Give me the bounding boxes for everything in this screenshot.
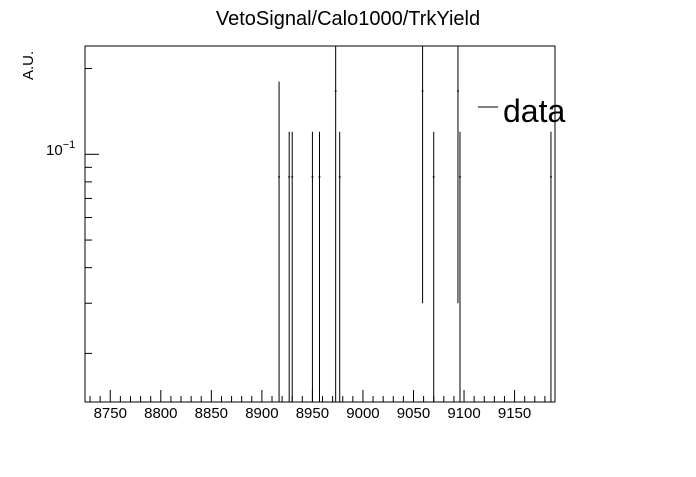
data-point (318, 131, 321, 402)
x-axis-tick-labels: 8750 8800 8850 8900 8950 9000 9050 9100 9150 (94, 405, 532, 422)
legend-label: data (503, 93, 565, 129)
y-axis-label: A.U. (20, 51, 37, 80)
data-point (549, 131, 552, 402)
x-tick-label: 8850 (195, 405, 228, 422)
x-tick-label: 8750 (94, 405, 127, 422)
x-tick-label: 9100 (447, 405, 480, 422)
data-point (291, 131, 294, 402)
data-point (458, 131, 461, 402)
x-tick-label: 8950 (296, 405, 329, 422)
x-tick-label: 8900 (245, 405, 278, 422)
data-point (278, 81, 281, 402)
chart-title: VetoSignal/Calo1000/TrkYield (216, 8, 480, 30)
x-tick-label: 9150 (498, 405, 531, 422)
data-point (432, 131, 435, 402)
y-tick-base: 10 (46, 142, 63, 159)
y-axis-tick-label: 10−1 (46, 139, 75, 159)
y-tick-exponent: −1 (63, 139, 76, 151)
data-point (421, 46, 424, 304)
data-point (334, 46, 337, 402)
data-point (288, 131, 291, 402)
data-point (456, 46, 459, 304)
x-tick-label: 9000 (346, 405, 379, 422)
legend: data (478, 93, 565, 129)
x-axis-ticks (89, 390, 556, 402)
plot-frame (84, 45, 556, 403)
x-tick-label: 9050 (397, 405, 430, 422)
y-tick-label-0.1: 10−1 (46, 139, 75, 159)
y-axis-ticks (85, 68, 99, 354)
data-point (338, 131, 341, 402)
data-point (311, 131, 314, 402)
x-tick-label: 8800 (144, 405, 177, 422)
data-series (278, 46, 552, 402)
